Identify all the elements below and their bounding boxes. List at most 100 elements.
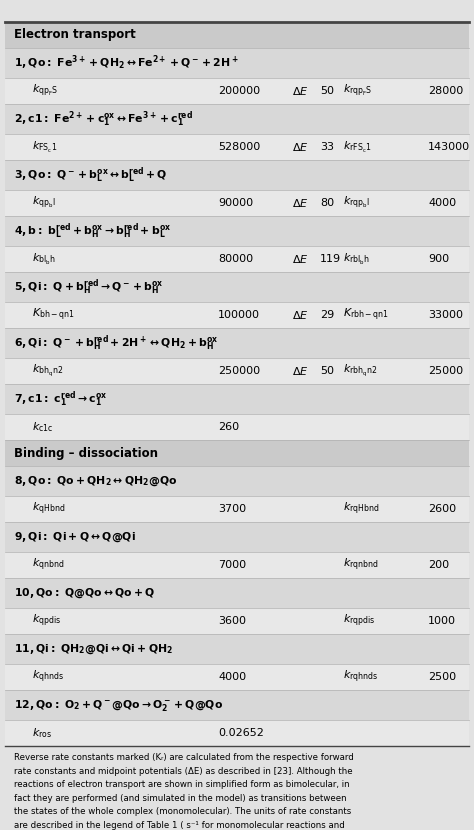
Text: the states of the whole complex (monomolecular). The units of rate constants: the states of the whole complex (monomol… <box>14 807 351 816</box>
Text: $K_{\mathrm{bh-qn1}}$: $K_{\mathrm{bh-qn1}}$ <box>32 307 75 323</box>
Text: $k_{\mathrm{rqHbnd}}$: $k_{\mathrm{rqHbnd}}$ <box>343 500 380 517</box>
Bar <box>5 358 469 384</box>
Text: $k_{\mathrm{rqhnds}}$: $k_{\mathrm{rqhnds}}$ <box>343 669 378 686</box>
Text: $\mathbf{9,Qi:\ Qi+Q\leftrightarrow Q@Qi}$: $\mathbf{9,Qi:\ Qi+Q\leftrightarrow Q@Qi… <box>14 530 136 544</box>
Bar <box>5 246 469 272</box>
Text: 100000: 100000 <box>218 310 260 320</box>
Text: 80000: 80000 <box>218 254 253 264</box>
Text: 250000: 250000 <box>218 366 260 376</box>
Text: $k_{\mathrm{rbh_qn2}}$: $k_{\mathrm{rbh_qn2}}$ <box>343 363 377 379</box>
Text: $\Delta E$: $\Delta E$ <box>292 309 309 321</box>
Text: $\mathbf{5,Qi:\ Q+b_H^{red}\rightarrow Q^-+b_H^{ox}}$: $\mathbf{5,Qi:\ Q+b_H^{red}\rightarrow Q… <box>14 277 164 297</box>
Text: 4000: 4000 <box>428 198 456 208</box>
Bar <box>5 384 469 414</box>
Text: $k_{\mathrm{bl_bh}}$: $k_{\mathrm{bl_bh}}$ <box>32 251 55 266</box>
Text: rate constants and midpoint potentials (ΔE) as described in [23]. Although the: rate constants and midpoint potentials (… <box>14 766 353 775</box>
Text: 80: 80 <box>320 198 334 208</box>
Text: 1000: 1000 <box>428 616 456 626</box>
Text: Electron transport: Electron transport <box>14 28 136 42</box>
Text: $k_{\mathrm{rqpdis}}$: $k_{\mathrm{rqpdis}}$ <box>343 613 375 629</box>
Text: $K_{\mathrm{rbh-qn1}}$: $K_{\mathrm{rbh-qn1}}$ <box>343 307 389 323</box>
Bar <box>5 302 469 328</box>
Text: 200000: 200000 <box>218 86 260 96</box>
Text: 528000: 528000 <box>218 142 260 152</box>
Text: 900: 900 <box>428 254 449 264</box>
Text: $k_{\mathrm{FS_c1}}$: $k_{\mathrm{FS_c1}}$ <box>32 139 57 154</box>
Bar <box>5 522 469 552</box>
Text: 7000: 7000 <box>218 560 246 570</box>
Text: $\mathbf{6,Qi:\ Q^-+b_H^{red}+2H^+\leftrightarrow QH_2+b_H^{ox}}$: $\mathbf{6,Qi:\ Q^-+b_H^{red}+2H^+\leftr… <box>14 333 218 353</box>
Bar <box>5 160 469 190</box>
Bar <box>5 272 469 302</box>
Text: 4000: 4000 <box>218 672 246 682</box>
Text: Binding – dissociation: Binding – dissociation <box>14 447 158 460</box>
Text: $\mathbf{12,Qo:\ O_2+Q^-@Qo\rightarrow O_2^-+Q@Qo}$: $\mathbf{12,Qo:\ O_2+Q^-@Qo\rightarrow O… <box>14 697 223 712</box>
Text: 3700: 3700 <box>218 504 246 514</box>
Text: 50: 50 <box>320 366 334 376</box>
Bar <box>5 634 469 664</box>
Text: are described in the legend of Table 1 ( s⁻¹ for monomolecular reactions and: are described in the legend of Table 1 (… <box>14 821 345 829</box>
Text: $k_{\mathrm{rqp_bl}}$: $k_{\mathrm{rqp_bl}}$ <box>343 195 370 211</box>
Text: $\Delta E$: $\Delta E$ <box>292 365 309 377</box>
Text: $\mathbf{2,c1:\ Fe^{2+}+c_1^{ox}\leftrightarrow Fe^{3+}+c_1^{red}}$: $\mathbf{2,c1:\ Fe^{2+}+c_1^{ox}\leftrig… <box>14 110 193 129</box>
Text: $k_{\mathrm{rqp_FS}}$: $k_{\mathrm{rqp_FS}}$ <box>343 83 373 100</box>
Text: $k_{\mathrm{bh_qn2}}$: $k_{\mathrm{bh_qn2}}$ <box>32 363 63 379</box>
Bar <box>5 466 469 496</box>
Text: $k_{\mathrm{rbl_bh}}$: $k_{\mathrm{rbl_bh}}$ <box>343 251 370 266</box>
Text: 3600: 3600 <box>218 616 246 626</box>
Text: $k_{\mathrm{qnbnd}}$: $k_{\mathrm{qnbnd}}$ <box>32 557 64 574</box>
Text: $k_{\mathrm{qp_FS}}$: $k_{\mathrm{qp_FS}}$ <box>32 83 58 100</box>
Bar <box>5 328 469 358</box>
Text: 90000: 90000 <box>218 198 253 208</box>
Bar <box>5 720 469 746</box>
Text: 50: 50 <box>320 86 334 96</box>
Text: 2600: 2600 <box>428 504 456 514</box>
Bar <box>5 690 469 720</box>
Text: $\Delta E$: $\Delta E$ <box>292 141 309 153</box>
Bar <box>5 104 469 134</box>
Bar <box>5 78 469 104</box>
Text: 25000: 25000 <box>428 366 463 376</box>
Text: $\mathbf{10,Qo:\ Q@Qo\leftrightarrow Qo+Q}$: $\mathbf{10,Qo:\ Q@Qo\leftrightarrow Qo+… <box>14 586 155 600</box>
Text: $k_{\mathrm{rFS_c1}}$: $k_{\mathrm{rFS_c1}}$ <box>343 139 372 154</box>
Text: 0.02652: 0.02652 <box>218 728 264 738</box>
Text: Reverse rate constants marked (Kᵣ) are calculated from the respective forward: Reverse rate constants marked (Kᵣ) are c… <box>14 753 354 762</box>
Text: $k_{\mathrm{qpdis}}$: $k_{\mathrm{qpdis}}$ <box>32 613 61 629</box>
Text: $\mathbf{11,Qi:\ QH_2@Qi\leftrightarrow Qi+QH_2}$: $\mathbf{11,Qi:\ QH_2@Qi\leftrightarrow … <box>14 642 173 656</box>
Bar <box>5 216 469 246</box>
Text: $\mathbf{7,c1:\ c_1^{red}\rightarrow c_1^{ox}}$: $\mathbf{7,c1:\ c_1^{red}\rightarrow c_1… <box>14 389 107 409</box>
Text: 200: 200 <box>428 560 449 570</box>
Bar <box>5 578 469 608</box>
Bar <box>5 48 469 78</box>
Text: $k_{\mathrm{rqnbnd}}$: $k_{\mathrm{rqnbnd}}$ <box>343 557 379 574</box>
Text: $k_{\mathrm{qHbnd}}$: $k_{\mathrm{qHbnd}}$ <box>32 500 65 517</box>
Text: 28000: 28000 <box>428 86 463 96</box>
Text: $\mathbf{1,Qo:\ Fe^{3+}+QH_2\leftrightarrow Fe^{2+}+Q^-+2H^+}$: $\mathbf{1,Qo:\ Fe^{3+}+QH_2\leftrightar… <box>14 54 238 72</box>
Text: $k_{\mathrm{qhnds}}$: $k_{\mathrm{qhnds}}$ <box>32 669 64 686</box>
Text: 33000: 33000 <box>428 310 463 320</box>
Bar <box>5 608 469 634</box>
Bar <box>5 190 469 216</box>
Text: 260: 260 <box>218 422 239 432</box>
Text: $\mathbf{8,Qo:\ Qo+QH_2\leftrightarrow QH_2@Qo}$: $\mathbf{8,Qo:\ Qo+QH_2\leftrightarrow Q… <box>14 474 177 488</box>
Text: 33: 33 <box>320 142 334 152</box>
Text: $\Delta E$: $\Delta E$ <box>292 253 309 265</box>
Text: 119: 119 <box>320 254 341 264</box>
Text: fact they are performed (and simulated in the model) as transitions between: fact they are performed (and simulated i… <box>14 793 346 803</box>
Bar <box>5 414 469 440</box>
Bar <box>5 552 469 578</box>
Bar <box>5 664 469 690</box>
Text: $k_{\mathrm{ros}}$: $k_{\mathrm{ros}}$ <box>32 726 52 740</box>
Bar <box>5 134 469 160</box>
Text: 29: 29 <box>320 310 334 320</box>
Text: 2500: 2500 <box>428 672 456 682</box>
Text: 143000: 143000 <box>428 142 470 152</box>
Bar <box>5 496 469 522</box>
Text: $\mathbf{3,Qo:\ Q^-+b_L^{ox}\leftrightarrow b_L^{red}+Q}$: $\mathbf{3,Qo:\ Q^-+b_L^{ox}\leftrightar… <box>14 165 167 185</box>
Text: $k_{\mathrm{qp_bl}}$: $k_{\mathrm{qp_bl}}$ <box>32 195 55 211</box>
Text: $k_{\mathrm{c1c}}$: $k_{\mathrm{c1c}}$ <box>32 420 54 434</box>
Bar <box>5 22 469 48</box>
Text: reactions of electron transport are shown in simplified form as bimolecular, in: reactions of electron transport are show… <box>14 780 350 789</box>
Text: $\mathbf{4,b:\ b_L^{red}+b_H^{ox}\rightarrow b_H^{red}+b_L^{ox}}$: $\mathbf{4,b:\ b_L^{red}+b_H^{ox}\righta… <box>14 222 171 241</box>
Text: $\Delta E$: $\Delta E$ <box>292 197 309 209</box>
